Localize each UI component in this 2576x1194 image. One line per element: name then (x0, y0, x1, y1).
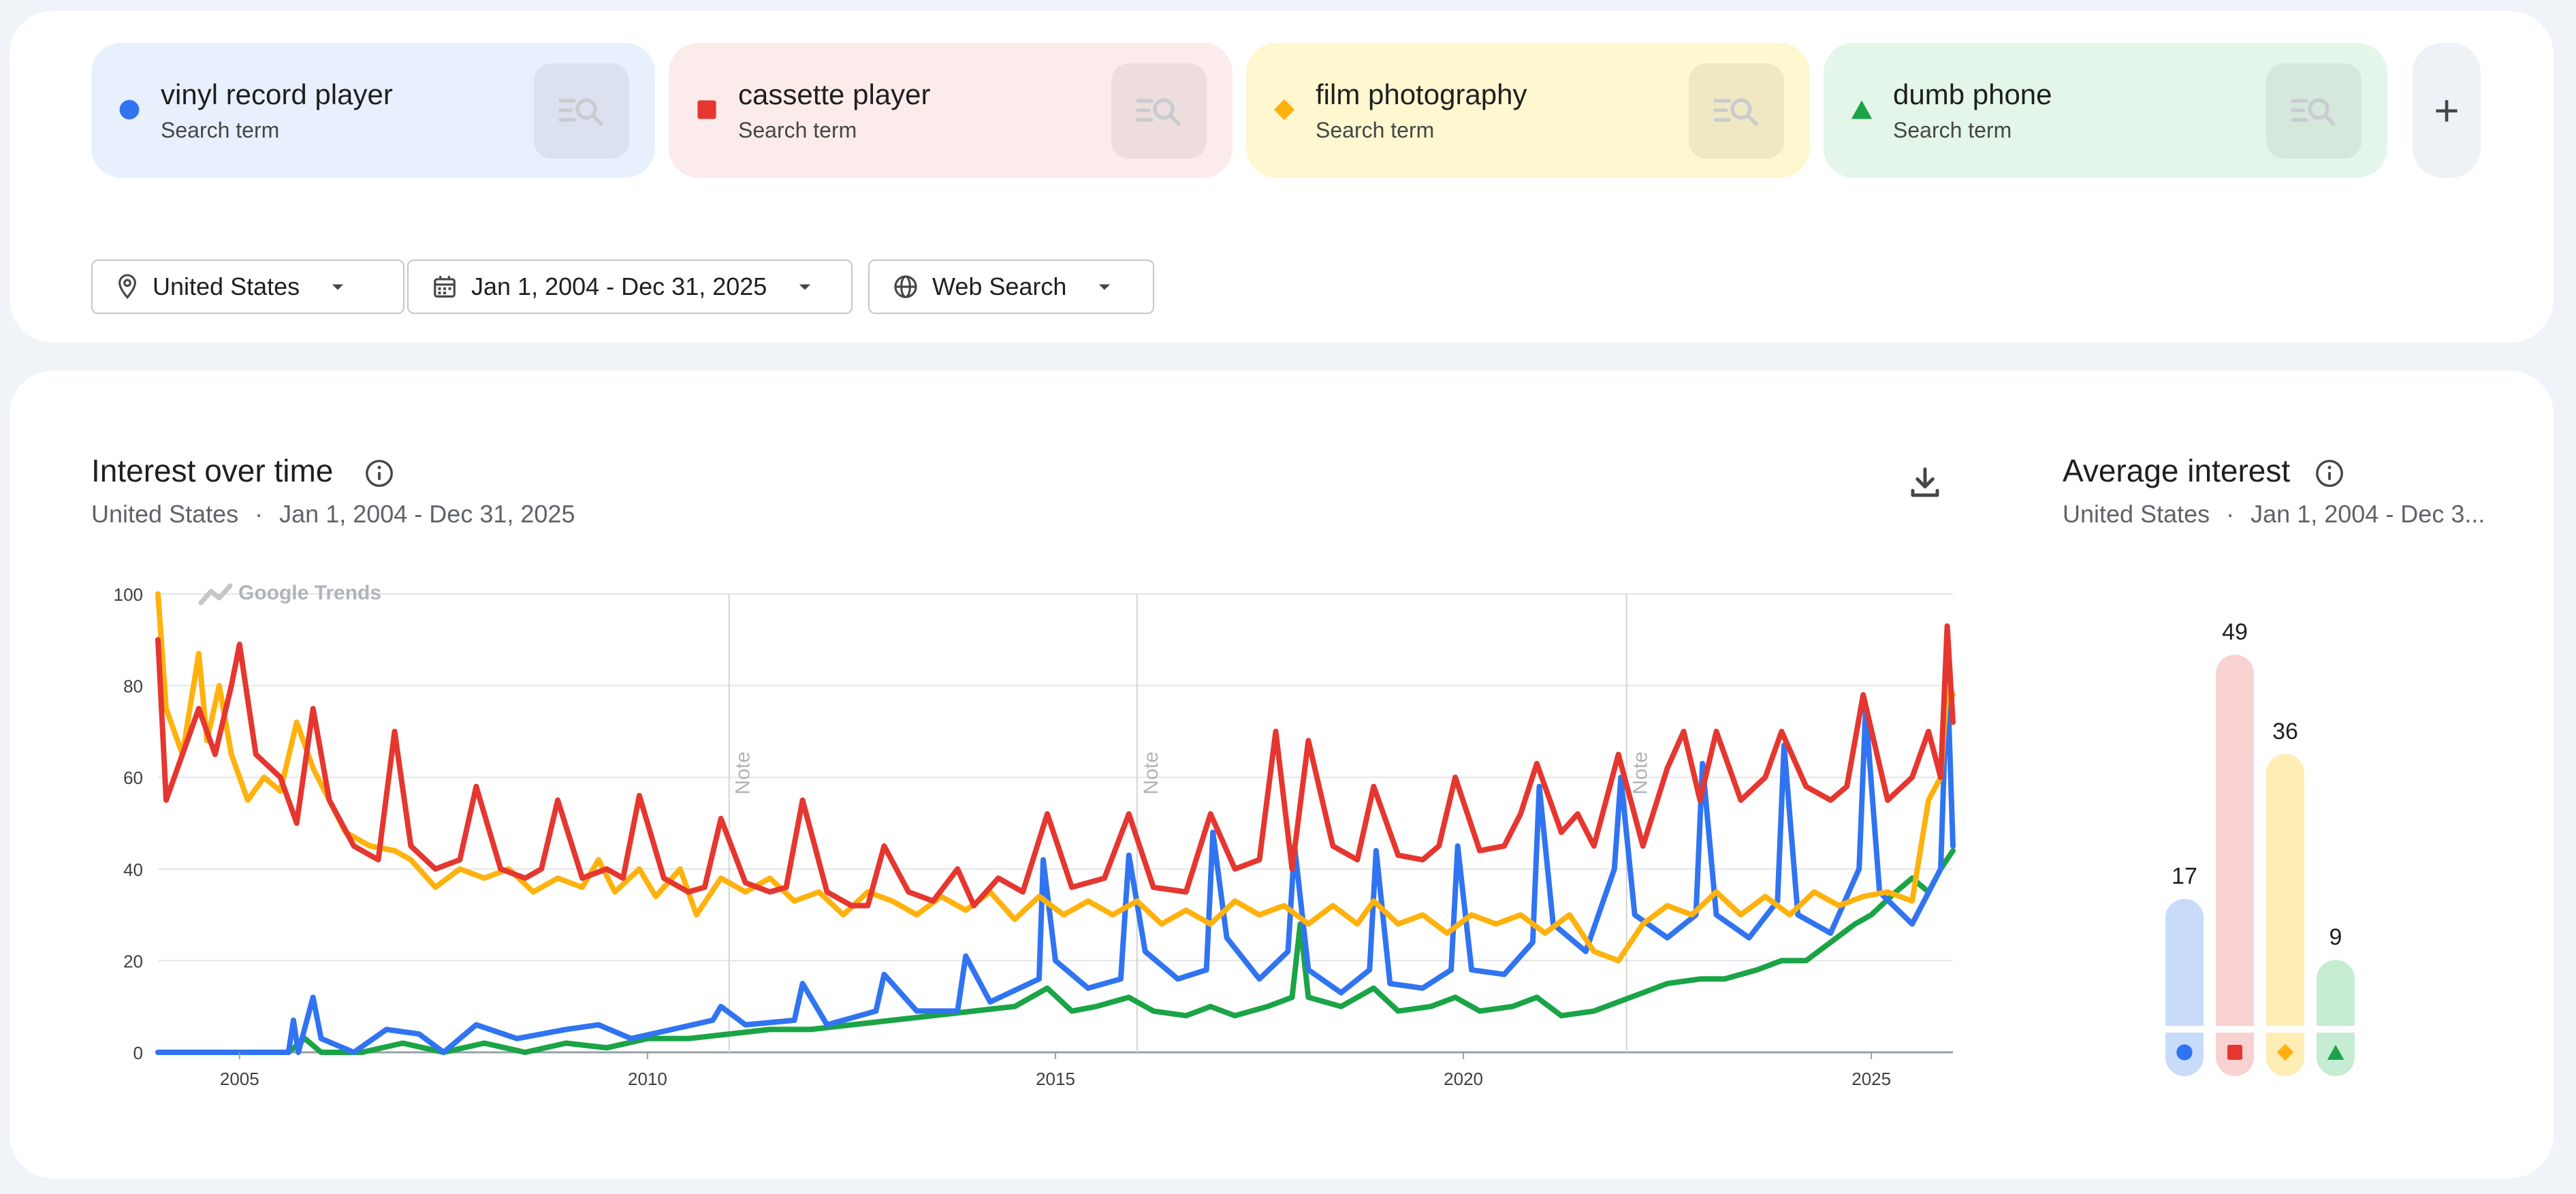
add-term-button[interactable]: + (2413, 43, 2481, 178)
x-tick-label: 2020 (1444, 1069, 1483, 1089)
average-value-label: 9 (2329, 924, 2342, 950)
calendar-icon (434, 276, 456, 298)
date-range-filter[interactable]: Jan 1, 2004 - Dec 31, 2025 (407, 260, 853, 314)
download-icon[interactable] (1907, 465, 1943, 501)
search-term-chip[interactable]: cassette player Search term (669, 43, 1233, 178)
series-line-cassette-player[interactable] (155, 623, 1956, 909)
average-interest-title: Average interest (2063, 453, 2291, 488)
search-term-name: dumb phone (1893, 78, 2052, 110)
square-marker-icon (2227, 1044, 2243, 1061)
explore-icon (558, 98, 603, 126)
triangle-marker-icon (2327, 1044, 2344, 1061)
date-range-filter-label: Jan 1, 2004 - Dec 31, 2025 (471, 272, 767, 300)
location-filter[interactable]: United States (91, 260, 404, 314)
average-bar-group[interactable]: 49 (2216, 619, 2254, 1076)
average-value-label: 17 (2172, 864, 2197, 890)
search-term-name: film photography (1316, 78, 1527, 110)
note-label: Note (732, 751, 754, 794)
y-tick-label: 100 (114, 584, 143, 605)
x-tick-label: 2010 (628, 1069, 667, 1089)
average-value-label: 36 (2272, 719, 2298, 744)
diamond-marker-icon (2276, 1043, 2294, 1061)
search-term-type: Search term (738, 118, 857, 142)
property-filter[interactable]: Web Search (868, 260, 1154, 314)
triangle-marker-icon (1851, 100, 1873, 119)
average-bar (2317, 960, 2355, 1076)
average-bar (2266, 753, 2304, 1076)
search-term-type: Search term (1316, 118, 1435, 142)
chevron-down-icon (1099, 284, 1111, 290)
search-term-name: cassette player (738, 78, 931, 110)
watermark-text: Google Trends (238, 582, 381, 604)
bar-separator (2216, 1026, 2254, 1033)
info-icon[interactable] (2314, 458, 2345, 489)
avg-subtitle-separator: · (2226, 500, 2235, 528)
bar-separator (2317, 1026, 2355, 1033)
explore-term-button[interactable] (1111, 63, 1207, 159)
explore-icon (2291, 98, 2336, 126)
explore-icon (1713, 98, 1758, 126)
average-bar-group[interactable]: 9 (2317, 924, 2355, 1076)
y-tick-label: 0 (133, 1043, 143, 1063)
y-tick-label: 40 (123, 860, 143, 880)
average-interest-subtitle: United States · Jan 1, 2004 - Dec 3... (2063, 500, 2485, 529)
x-tick-label: 2015 (1036, 1069, 1075, 1089)
globe-icon (894, 275, 917, 298)
google-trends-watermark: Google Trends (198, 582, 381, 606)
explore-term-button[interactable] (1689, 63, 1784, 159)
series-line-film-photography[interactable] (155, 591, 1956, 964)
square-marker-icon (697, 100, 716, 119)
diamond-marker-icon (1273, 99, 1295, 121)
note-label: Note (1629, 751, 1652, 794)
search-term-type: Search term (1893, 118, 2012, 142)
average-bar (2216, 655, 2254, 1076)
subtitle-separator: · (255, 500, 264, 528)
explore-term-button[interactable] (534, 63, 629, 159)
note-marker[interactable]: Note (728, 594, 754, 1052)
note-label: Note (1140, 751, 1162, 794)
average-bar-group[interactable]: 36 (2266, 719, 2304, 1076)
average-value-label: 49 (2222, 619, 2248, 645)
location-filter-label: United States (153, 272, 300, 300)
series-line-vinyl-record-player[interactable] (155, 669, 1956, 1055)
average-bar-group[interactable]: 17 (2165, 864, 2204, 1076)
subtitle-date-range: Jan 1, 2004 - Dec 31, 2025 (279, 500, 575, 528)
chevron-down-icon (799, 284, 811, 290)
trends-logo-icon (198, 583, 233, 606)
search-terms-card: vinyl record player Search term cassette p… (10, 11, 2554, 343)
property-filter-label: Web Search (932, 272, 1067, 300)
interest-over-time-subtitle: United States · Jan 1, 2004 - Dec 31, 20… (91, 500, 575, 529)
bar-separator (2165, 1026, 2204, 1033)
search-term-name: vinyl record player (161, 78, 393, 110)
average-interest-chart: 17 49 36 9 (2165, 619, 2355, 1076)
x-tick-label: 2025 (1851, 1069, 1891, 1089)
series-line-dumb-phone[interactable] (155, 847, 1956, 1055)
bar-separator (2266, 1026, 2304, 1033)
circle-marker-icon (2176, 1044, 2193, 1061)
y-tick-label: 20 (123, 951, 143, 971)
search-term-chip[interactable]: dumb phone Search term (1824, 43, 2387, 178)
explore-icon (1136, 98, 1181, 126)
interest-over-time-chart: Note Note Note Google Trends 0 20 40 60 80 100 2… (114, 582, 1956, 1089)
circle-marker-icon (119, 99, 140, 120)
explore-term-button[interactable] (2266, 63, 2362, 159)
subtitle-location: United States (91, 500, 239, 528)
y-tick-label: 60 (123, 768, 143, 788)
search-term-chip[interactable]: vinyl record player Search term (91, 43, 655, 178)
info-icon[interactable] (364, 458, 395, 489)
avg-subtitle-date-range: Jan 1, 2004 - Dec 3... (2251, 500, 2485, 528)
avg-subtitle-location: United States (2063, 500, 2210, 528)
y-tick-label: 80 (123, 676, 143, 697)
chevron-down-icon (332, 284, 344, 290)
search-term-chip[interactable]: film photography Search term (1246, 43, 1810, 178)
x-tick-label: 2005 (220, 1069, 259, 1089)
search-term-type: Search term (161, 118, 280, 142)
interest-over-time-title: Interest over time (91, 453, 334, 488)
location-pin-icon (118, 274, 136, 299)
note-marker[interactable]: Note (1136, 594, 1162, 1052)
